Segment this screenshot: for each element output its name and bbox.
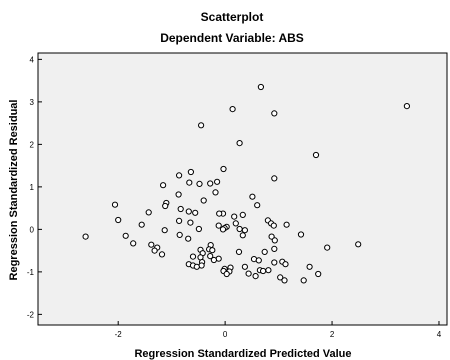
y-tick-label: 3: [30, 98, 35, 107]
data-point: [189, 253, 197, 260]
data-point: [254, 202, 261, 209]
y-tick-label: 0: [30, 225, 35, 234]
data-point: [207, 180, 214, 187]
chart-title: Scatterplot: [201, 10, 264, 24]
data-point: [249, 193, 256, 200]
y-tick-label: -2: [27, 310, 35, 319]
x-tick-label: 2: [330, 330, 335, 339]
data-point: [151, 247, 158, 254]
data-point: [261, 248, 268, 255]
data-point: [255, 257, 262, 264]
data-point: [245, 270, 252, 277]
data-point: [268, 233, 275, 240]
data-point: [300, 277, 307, 284]
data-point: [214, 178, 221, 185]
data-point: [195, 225, 202, 233]
data-point: [270, 222, 277, 229]
x-axis-label: Regression Standardized Predicted Value: [134, 348, 351, 360]
data-point: [161, 227, 168, 234]
data-point: [239, 232, 246, 239]
plot-area: [37, 52, 448, 326]
data-point: [209, 247, 216, 254]
data-point: [231, 213, 238, 220]
data-point: [111, 201, 119, 208]
data-point: [252, 273, 259, 280]
data-point: [193, 263, 200, 270]
data-point: [82, 233, 89, 240]
data-point: [297, 231, 305, 238]
data-point: [271, 259, 278, 266]
data-point: [235, 248, 243, 255]
data-point: [403, 103, 410, 110]
data-point: [207, 253, 214, 260]
data-point: [160, 182, 167, 189]
y-axis-label: Regression Standardized Residual: [8, 100, 20, 281]
data-point: [185, 235, 192, 242]
data-point: [306, 263, 313, 270]
data-point: [232, 220, 239, 227]
data-point: [187, 168, 194, 176]
data-point: [260, 267, 267, 275]
data-point: [186, 179, 193, 186]
y-tick-label: 2: [30, 140, 35, 149]
data-point: [219, 226, 227, 233]
data-point: [176, 231, 183, 238]
y-tick-label: -1: [27, 268, 35, 277]
data-point: [145, 209, 152, 216]
data-point: [196, 180, 203, 187]
data-point: [210, 256, 217, 264]
data-point: [122, 232, 129, 239]
data-point: [215, 222, 222, 229]
data-point: [277, 274, 284, 281]
data-point: [176, 172, 183, 179]
data-point: [271, 245, 278, 252]
data-point: [148, 241, 155, 248]
data-point: [355, 241, 362, 248]
data-point: [315, 270, 322, 278]
data-point: [271, 110, 278, 117]
data-point: [176, 217, 183, 224]
data-point: [115, 216, 122, 224]
data-point: [312, 151, 320, 159]
data-point: [138, 221, 145, 228]
data-point: [239, 211, 246, 218]
data-point: [192, 209, 199, 216]
data-point: [187, 219, 194, 226]
data-point: [220, 165, 227, 173]
data-point: [185, 208, 192, 215]
data-point: [177, 205, 184, 213]
data-point: [241, 227, 248, 234]
data-point: [283, 221, 290, 228]
data-point: [241, 263, 248, 270]
data-points: [82, 83, 410, 284]
data-point: [271, 237, 278, 244]
data-point: [281, 277, 288, 284]
data-point: [324, 244, 331, 251]
data-point: [175, 191, 182, 198]
data-point: [198, 122, 205, 129]
x-tick-label: -2: [115, 330, 123, 339]
data-point: [223, 270, 230, 278]
data-point: [257, 83, 264, 91]
x-tick-label: 4: [437, 330, 442, 339]
chart-subtitle: Dependent Variable: ABS: [160, 31, 304, 45]
data-point: [282, 261, 289, 268]
data-point: [162, 202, 169, 210]
y-tick-label: 4: [30, 55, 35, 64]
data-point: [200, 197, 207, 204]
data-point: [216, 210, 223, 217]
x-tick-label: 0: [223, 330, 228, 339]
data-point: [130, 240, 137, 247]
data-point: [212, 189, 219, 196]
data-point: [158, 251, 166, 258]
data-point: [236, 140, 243, 147]
data-point: [265, 267, 272, 274]
x-axis-ticks: -2 0 2 4: [115, 321, 442, 339]
data-point: [271, 175, 278, 182]
data-point: [236, 225, 243, 233]
data-point: [229, 106, 236, 113]
y-axis-ticks: -2 -1 0 1 2 3 4: [27, 55, 42, 319]
y-tick-label: 1: [30, 183, 35, 192]
